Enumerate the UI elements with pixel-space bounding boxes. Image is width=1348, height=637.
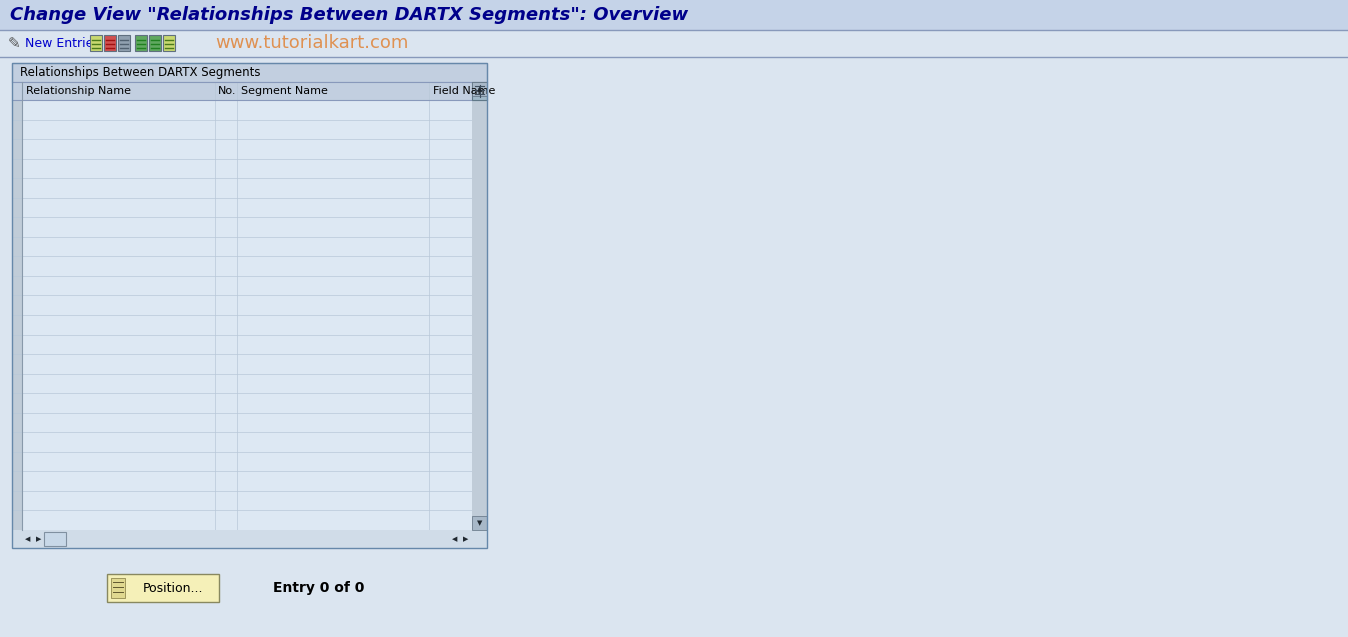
Bar — [90, 35, 102, 51]
Bar — [0, 30, 1348, 57]
Text: ▶: ▶ — [464, 536, 469, 542]
Text: New Entries: New Entries — [26, 37, 100, 50]
Bar — [12, 100, 487, 530]
Text: www.tutorialkart.com: www.tutorialkart.com — [214, 34, 408, 52]
Text: ✎: ✎ — [8, 36, 20, 51]
Bar — [472, 82, 487, 530]
Text: ▼: ▼ — [477, 520, 483, 526]
Bar — [472, 82, 487, 96]
Text: Position...: Position... — [143, 582, 204, 594]
Text: No.: No. — [218, 86, 236, 96]
Bar — [150, 35, 160, 51]
Bar — [111, 578, 125, 598]
Text: ◀: ◀ — [26, 536, 31, 542]
Bar — [12, 63, 487, 548]
Bar — [12, 530, 487, 548]
Bar — [135, 35, 147, 51]
Bar — [472, 82, 487, 100]
Bar — [12, 100, 22, 530]
Text: Relationships Between DARTX Segments: Relationships Between DARTX Segments — [20, 66, 260, 79]
Bar — [12, 82, 487, 100]
Text: Field Name: Field Name — [433, 86, 495, 96]
Bar — [163, 35, 175, 51]
Text: Segment Name: Segment Name — [241, 86, 328, 96]
Text: ◀: ◀ — [453, 536, 458, 542]
Bar — [44, 532, 66, 546]
Bar — [104, 35, 116, 51]
Text: ▶: ▶ — [36, 536, 42, 542]
Text: Relationship Name: Relationship Name — [26, 86, 131, 96]
Bar — [472, 516, 487, 530]
Bar — [0, 0, 1348, 30]
Text: Change View "Relationships Between DARTX Segments": Overview: Change View "Relationships Between DARTX… — [9, 6, 687, 24]
Text: Entry 0 of 0: Entry 0 of 0 — [274, 581, 364, 595]
Bar — [12, 63, 487, 82]
Text: ▲: ▲ — [477, 86, 483, 92]
Bar — [119, 35, 129, 51]
FancyBboxPatch shape — [106, 574, 218, 602]
